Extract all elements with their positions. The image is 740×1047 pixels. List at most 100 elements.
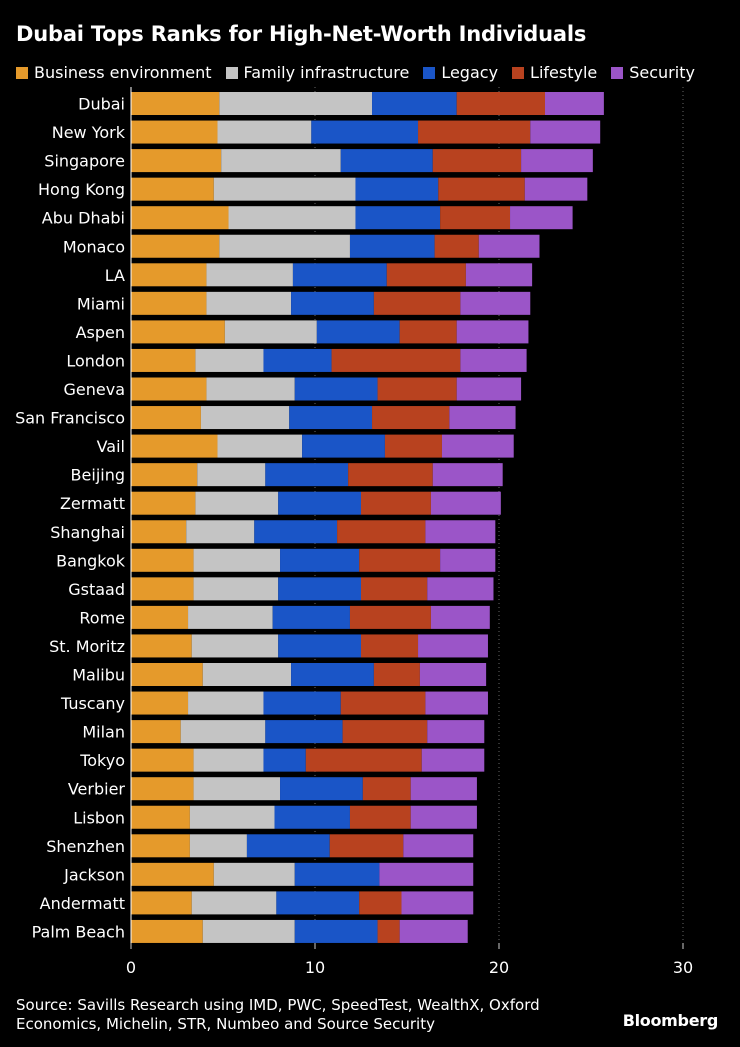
y-tick-label: Lisbon xyxy=(73,808,125,827)
y-tick-label: Shenzhen xyxy=(46,837,125,856)
bar-segment xyxy=(403,834,474,858)
bar-segment xyxy=(228,206,356,230)
bar-segment xyxy=(206,291,292,315)
bar-segment xyxy=(348,463,433,487)
bar-segment xyxy=(432,463,503,487)
y-tick-label: Jackson xyxy=(63,865,125,884)
bar-segment xyxy=(263,691,341,715)
x-tick-label: 30 xyxy=(673,958,693,977)
y-tick-label: Singapore xyxy=(44,152,125,171)
y-tick-label: Zermatt xyxy=(60,494,125,513)
y-tick-label: Hong Kong xyxy=(38,180,125,199)
chart-legend: Business environment Family infrastructur… xyxy=(16,63,695,82)
bar-segment xyxy=(180,720,266,744)
stacked-bar-chart: 0 10 20 30 Dubai New York Singapore Hong Kong Ab… xyxy=(15,87,693,977)
bar-segment xyxy=(193,777,281,801)
bar-segment xyxy=(131,777,194,801)
bar-segment xyxy=(524,177,588,201)
bar-segment xyxy=(399,320,457,344)
y-tick-label: Beijing xyxy=(71,466,125,485)
bar-segment xyxy=(359,891,402,915)
bar-segment xyxy=(131,348,196,372)
bar-segment xyxy=(131,634,192,658)
bar-segment xyxy=(294,377,378,401)
bar-segment xyxy=(131,149,222,173)
bar-segment xyxy=(421,748,485,772)
bar-segment xyxy=(410,805,477,829)
y-tick-label: Tokyo xyxy=(79,751,125,770)
bar-segment xyxy=(425,691,488,715)
bar-segment xyxy=(202,919,295,943)
bar-segment xyxy=(456,320,529,344)
y-tick-label: Abu Dhabi xyxy=(42,209,125,228)
bar-segment xyxy=(456,92,545,115)
y-tick-label: Vail xyxy=(97,437,125,456)
bar-segment xyxy=(131,720,181,744)
y-tick-label: Dubai xyxy=(78,95,125,114)
bar-segment xyxy=(355,177,439,201)
bar-segment xyxy=(349,605,431,629)
bar-segment xyxy=(217,120,312,144)
bar-segment xyxy=(372,92,457,115)
legend-item: Family infrastructure xyxy=(225,63,409,82)
bar-segment xyxy=(131,891,192,915)
bar-segment xyxy=(449,406,516,430)
bar-segment xyxy=(189,834,247,858)
bar-segment xyxy=(131,605,189,629)
bar-segment xyxy=(193,748,264,772)
bar-segment xyxy=(340,691,426,715)
bar-segment xyxy=(361,634,419,658)
bar-segment xyxy=(213,177,356,201)
y-tick-label: Malibu xyxy=(72,666,125,685)
bar-segment xyxy=(246,834,330,858)
bar-segment xyxy=(349,234,435,258)
bar-segment xyxy=(131,748,194,772)
bar-segment xyxy=(280,548,360,572)
legend-label: Lifestyle xyxy=(530,63,598,82)
bar-segment xyxy=(193,577,279,601)
bar-segment xyxy=(329,834,404,858)
legend-item: Lifestyle xyxy=(512,63,597,82)
bar-segment xyxy=(373,663,420,686)
bar-segment xyxy=(292,263,387,287)
bar-segment xyxy=(418,634,488,658)
legend-swatch xyxy=(16,66,28,79)
bar-segment xyxy=(379,862,474,886)
bar-segment xyxy=(280,777,363,801)
bar-segment xyxy=(438,177,525,201)
bar-segment xyxy=(272,605,350,629)
y-tick-label: Shanghai xyxy=(50,523,125,542)
bar-segment xyxy=(274,805,350,829)
bar-segment xyxy=(384,434,442,458)
y-tick-label: Rome xyxy=(79,608,125,627)
bar-segment xyxy=(440,206,511,230)
y-tick-label: St. Moritz xyxy=(49,637,125,656)
bar-segment xyxy=(217,434,303,458)
bar-segment xyxy=(202,663,292,686)
legend-swatch xyxy=(512,66,525,79)
bar-segment xyxy=(331,348,461,372)
bar-segment xyxy=(131,92,220,115)
bar-segment xyxy=(361,577,428,601)
y-tick-label: Geneva xyxy=(64,380,126,399)
bar-segment xyxy=(200,406,290,430)
bar-segment xyxy=(131,206,229,230)
bar-segment xyxy=(294,919,378,943)
legend-swatch xyxy=(423,66,436,79)
y-tick-label: Miami xyxy=(77,294,125,313)
bloomberg-logo: Bloomberg xyxy=(622,1011,719,1030)
bar-segment xyxy=(456,377,522,401)
bar-segment xyxy=(224,320,317,344)
bar-segment xyxy=(131,434,218,458)
bar-segment xyxy=(386,263,466,287)
legend-label: Business environment xyxy=(34,63,212,82)
bar-segment xyxy=(289,406,373,430)
bar-segment xyxy=(410,777,477,801)
bar-segment xyxy=(189,805,275,829)
bar-segment xyxy=(434,234,479,258)
bar-segment xyxy=(191,634,279,658)
y-tick-label: New York xyxy=(52,123,126,142)
bar-segment xyxy=(131,919,203,943)
bar-segment xyxy=(195,348,264,372)
bar-segment xyxy=(278,634,361,658)
